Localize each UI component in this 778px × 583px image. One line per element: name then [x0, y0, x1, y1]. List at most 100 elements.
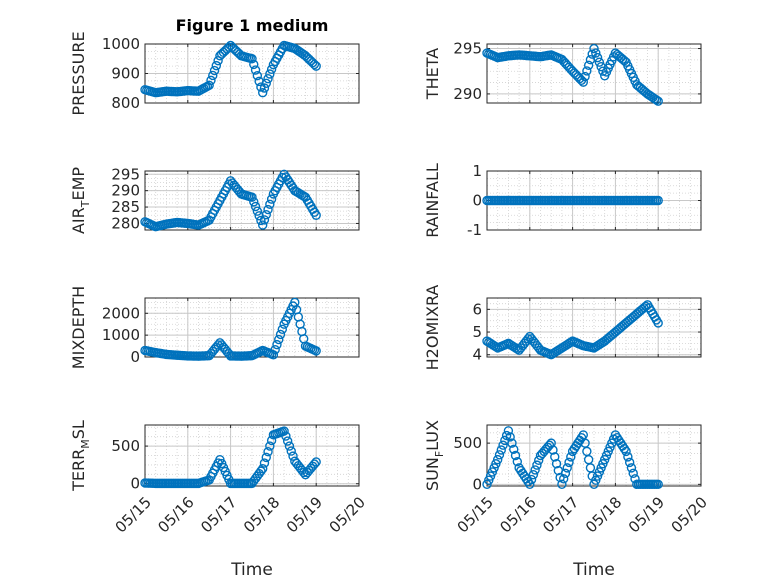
data-point: [507, 438, 517, 448]
data-point: [557, 479, 567, 490]
data-point: [266, 194, 277, 204]
data-point: [270, 345, 280, 355]
y-tick-label: 0: [472, 192, 482, 210]
y-axis-label: TERRMSL: [69, 420, 92, 492]
data-point: [525, 479, 535, 490]
y-tick-label: 500: [111, 437, 140, 455]
y-axis-label: H2OMIXRA: [423, 285, 442, 371]
data-point: [311, 210, 321, 220]
data-point: [261, 210, 271, 220]
axes-box: [144, 170, 360, 231]
data-point: [250, 201, 261, 212]
data-point: [560, 468, 571, 479]
axes-box: [486, 297, 702, 358]
data-point: [259, 458, 270, 468]
data-point: [505, 432, 515, 442]
y-axis-label: PRESSURE: [69, 31, 88, 115]
data-point: [653, 195, 663, 206]
y-axis-label: AIRTEMP: [69, 167, 92, 234]
data-point: [589, 43, 599, 54]
data-point: [256, 215, 266, 226]
data-point: [258, 220, 268, 230]
data-point: [265, 199, 275, 210]
y-axis-label: RAINFALL: [423, 163, 442, 238]
data-point: [564, 457, 574, 468]
data-point: [530, 465, 540, 475]
data-point: [651, 95, 662, 105]
subplot-2: 290 295 THETA: [423, 40, 702, 106]
y-axis-label: MIXDEPTH: [69, 286, 88, 369]
data-point: [272, 339, 282, 350]
x-axis-label: Time: [572, 560, 615, 580]
data-point: [309, 459, 320, 469]
data-point: [526, 474, 537, 485]
data-point: [252, 71, 263, 81]
data-point: [494, 450, 505, 460]
data-point: [247, 192, 257, 202]
data-point: [583, 60, 594, 71]
data-point: [591, 48, 601, 58]
data-point: [209, 65, 220, 76]
y-tick-label: 0: [130, 348, 140, 366]
data-point: [551, 459, 562, 469]
data-point: [624, 457, 635, 468]
data-point: [546, 438, 556, 448]
data-point: [496, 445, 506, 455]
data-point: [592, 52, 603, 63]
data-point: [311, 61, 321, 71]
data-point: [566, 337, 576, 347]
y-tick-label: 2000: [102, 304, 140, 322]
data-point: [628, 468, 638, 479]
data-point: [208, 70, 218, 81]
data-point: [282, 436, 293, 446]
data-point: [266, 64, 277, 75]
data-point: [621, 446, 631, 457]
data-point: [258, 87, 268, 98]
data-point: [580, 71, 590, 82]
y-tick-label: 900: [111, 65, 140, 83]
y-axis-label: THETA: [423, 48, 442, 100]
data-point: [288, 451, 298, 461]
data-point: [566, 452, 576, 462]
y-tick-label: 280: [111, 214, 140, 232]
y-tick-label: 5: [472, 323, 482, 341]
data-point: [261, 78, 271, 89]
data-point: [250, 65, 261, 75]
figure-title: Figure 1 medium: [176, 16, 329, 35]
data-point: [263, 447, 273, 457]
data-point: [286, 446, 296, 456]
data-point: [598, 66, 608, 76]
data-point: [265, 441, 275, 451]
data-point: [311, 346, 321, 356]
axes-box: [486, 424, 702, 487]
data-point: [510, 450, 521, 461]
y-tick-label: 0: [472, 475, 482, 493]
data-point: [284, 441, 295, 451]
data-point: [206, 75, 216, 86]
data-point: [578, 77, 588, 87]
data-point: [523, 334, 533, 344]
y-tick-label: 1000: [102, 35, 140, 53]
y-tick-label: 1: [472, 162, 482, 180]
data-point: [498, 440, 508, 450]
data-point: [528, 470, 539, 480]
data-point: [558, 474, 569, 484]
data-point: [263, 204, 273, 215]
data-point: [256, 466, 266, 476]
y-axis-label: SUNFLUX: [423, 420, 446, 491]
data-point: [311, 457, 321, 467]
data-point: [249, 197, 259, 207]
data-point: [204, 80, 214, 91]
data-point: [275, 329, 286, 340]
data-point: [259, 83, 270, 93]
data-point: [259, 215, 270, 225]
y-tick-label: 285: [111, 198, 140, 216]
data-point: [211, 60, 222, 71]
subplot-1: 800 900 1000 PRESSURE: [69, 31, 360, 116]
data-point: [623, 452, 633, 462]
data-point: [512, 456, 523, 467]
data-point: [582, 66, 592, 76]
data-point: [594, 57, 605, 67]
subplot-6: 4 5 6 H2OMIXRA: [423, 285, 702, 371]
data-point: [493, 454, 503, 465]
